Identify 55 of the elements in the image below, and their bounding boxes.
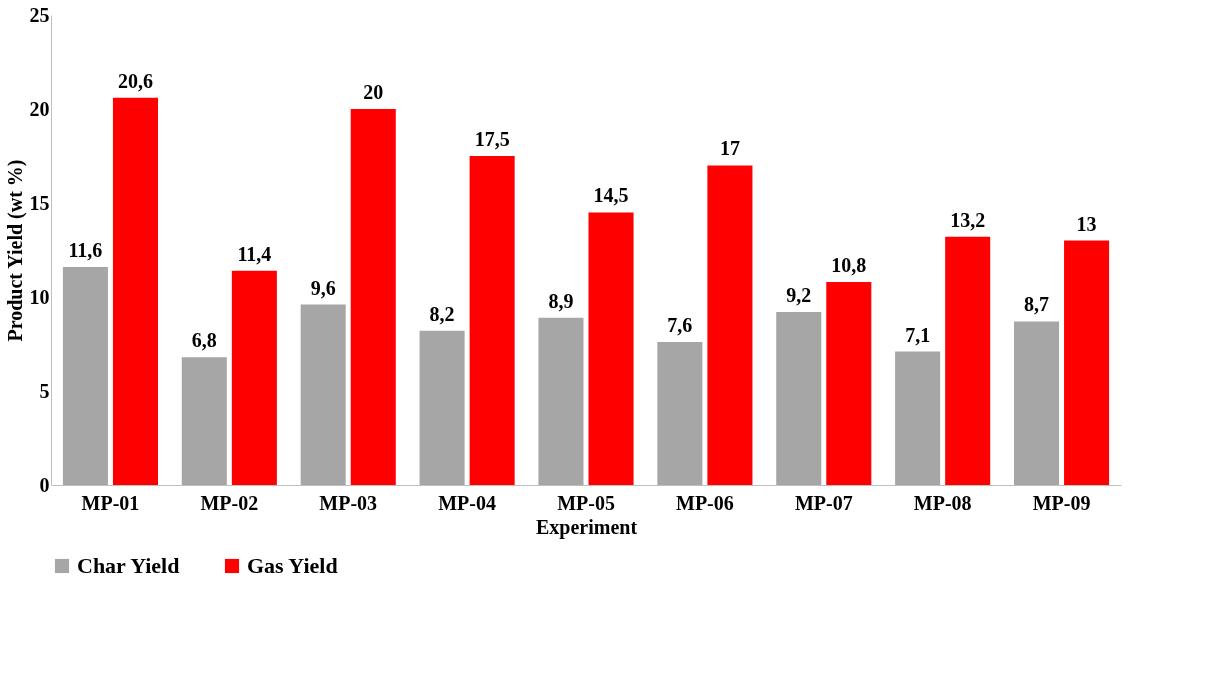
bar bbox=[1014, 321, 1060, 485]
data-label: 8,9 bbox=[548, 289, 574, 312]
data-label: 11,6 bbox=[68, 238, 103, 261]
x-tick-label: MP-09 bbox=[1032, 491, 1091, 514]
bar bbox=[469, 156, 515, 485]
bar bbox=[588, 212, 634, 485]
bar bbox=[112, 97, 158, 485]
x-tick-label: MP-07 bbox=[794, 491, 853, 514]
x-tick-label: MP-06 bbox=[676, 491, 734, 514]
bar bbox=[62, 266, 108, 485]
y-tick-label: 10 bbox=[29, 285, 50, 308]
bar bbox=[1064, 240, 1110, 485]
data-label: 14,5 bbox=[593, 184, 629, 207]
bar bbox=[945, 236, 991, 485]
legend-label: Gas Yield bbox=[247, 553, 338, 578]
data-label: 13,2 bbox=[950, 208, 986, 231]
y-tick-label: 5 bbox=[39, 379, 50, 402]
bar bbox=[419, 330, 465, 485]
y-axis-title: Product Yield (wt %) bbox=[3, 159, 27, 342]
y-tick-label: 20 bbox=[29, 97, 50, 120]
y-tick-label: 25 bbox=[29, 3, 50, 26]
data-label: 9,6 bbox=[310, 276, 336, 299]
data-label: 10,8 bbox=[831, 253, 867, 276]
data-label: 13 bbox=[1076, 212, 1097, 235]
data-label: 9,2 bbox=[786, 284, 812, 307]
data-label: 11,4 bbox=[237, 242, 272, 265]
bar bbox=[350, 109, 396, 485]
data-label: 7,1 bbox=[905, 323, 931, 346]
data-label: 6,8 bbox=[191, 329, 217, 352]
data-label: 20,6 bbox=[117, 69, 153, 92]
data-label: 17,5 bbox=[474, 128, 510, 150]
legend-label: Char Yield bbox=[77, 553, 180, 578]
bar bbox=[776, 312, 822, 485]
bar bbox=[826, 281, 872, 485]
data-label: 8,7 bbox=[1024, 293, 1050, 316]
data-label: 17 bbox=[719, 137, 740, 160]
x-tick-label: MP-08 bbox=[913, 491, 972, 514]
x-tick-label: MP-03 bbox=[319, 491, 378, 514]
y-tick-label: 0 bbox=[39, 473, 50, 496]
bar bbox=[657, 342, 703, 485]
bar bbox=[895, 351, 941, 485]
data-label: 7,6 bbox=[667, 314, 693, 337]
bar bbox=[300, 304, 346, 485]
bar bbox=[181, 357, 227, 485]
x-axis-title: Experiment bbox=[535, 515, 638, 539]
data-label: 8,2 bbox=[429, 302, 455, 325]
x-tick-label: MP-02 bbox=[200, 491, 259, 514]
data-label: 20 bbox=[363, 81, 384, 103]
bar bbox=[707, 165, 753, 485]
bar bbox=[231, 270, 277, 485]
y-tick-label: 15 bbox=[29, 191, 50, 214]
bar bbox=[538, 317, 584, 485]
x-tick-label: MP-05 bbox=[557, 491, 615, 514]
x-tick-label: MP-04 bbox=[438, 491, 496, 514]
x-tick-label: MP-01 bbox=[81, 491, 140, 514]
